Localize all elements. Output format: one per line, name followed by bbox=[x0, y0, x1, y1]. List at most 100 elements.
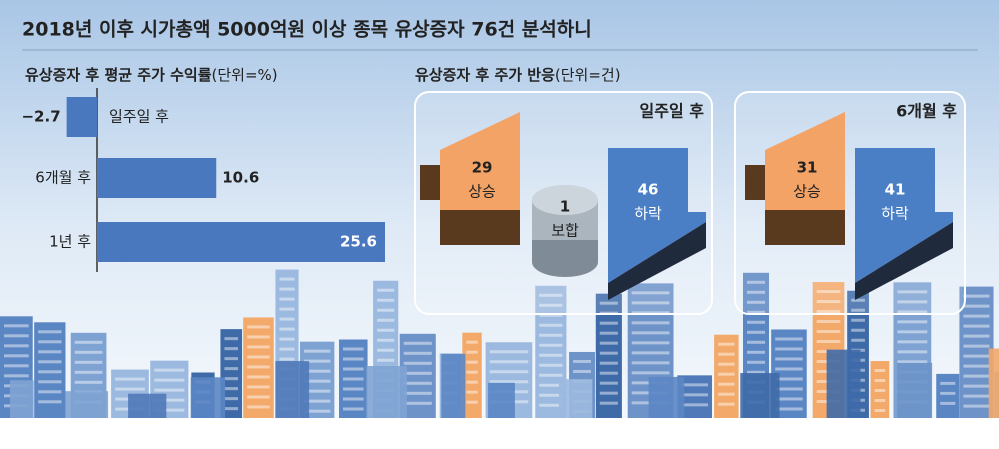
window bbox=[279, 307, 295, 311]
window bbox=[573, 369, 591, 373]
window bbox=[279, 297, 295, 301]
charts: −2.7 일주일 후 10.6 6개월 후 25.6 1년 후 일주일 후 29 상승 1 보합 46… bbox=[21, 88, 957, 300]
window bbox=[897, 350, 928, 354]
window bbox=[303, 389, 331, 393]
window bbox=[631, 301, 670, 305]
window bbox=[539, 403, 563, 407]
window bbox=[377, 298, 395, 302]
building bbox=[959, 286, 994, 418]
category-label: 보합 bbox=[551, 222, 579, 240]
window bbox=[718, 382, 735, 386]
window bbox=[303, 369, 331, 373]
window bbox=[343, 407, 364, 411]
window bbox=[377, 308, 395, 312]
window bbox=[940, 391, 956, 395]
shape-top bbox=[532, 185, 598, 215]
window bbox=[747, 350, 766, 354]
category-label: 1년 후 bbox=[49, 233, 91, 251]
window bbox=[718, 402, 735, 406]
window bbox=[4, 364, 29, 368]
window bbox=[816, 340, 841, 344]
building bbox=[826, 349, 861, 418]
window bbox=[963, 304, 990, 308]
building bbox=[243, 317, 274, 418]
window bbox=[38, 400, 62, 404]
window bbox=[963, 374, 990, 378]
value-label: 46 bbox=[638, 181, 659, 199]
window bbox=[343, 357, 364, 361]
window bbox=[599, 331, 618, 335]
bar bbox=[66, 97, 97, 137]
window bbox=[74, 350, 103, 354]
window bbox=[466, 380, 478, 384]
window bbox=[74, 370, 103, 374]
bottom-margin bbox=[0, 418, 999, 449]
window bbox=[539, 393, 563, 397]
building bbox=[936, 373, 960, 418]
window bbox=[247, 405, 270, 409]
pictogram-title: 유상증자 후 주가 반응(단위=건) bbox=[415, 66, 621, 84]
window bbox=[74, 340, 103, 344]
window bbox=[718, 362, 735, 366]
window bbox=[775, 387, 803, 391]
value-label: 1 bbox=[560, 198, 570, 216]
value-label: 41 bbox=[885, 181, 906, 199]
window bbox=[403, 361, 432, 365]
window bbox=[718, 392, 735, 396]
window bbox=[303, 399, 331, 403]
window bbox=[224, 367, 239, 371]
building bbox=[988, 348, 999, 418]
building bbox=[220, 329, 243, 418]
window bbox=[573, 359, 591, 363]
window bbox=[963, 394, 990, 398]
skyline bbox=[0, 269, 999, 418]
window bbox=[224, 397, 239, 401]
window bbox=[631, 371, 670, 375]
pict-unit: (단위=건) bbox=[555, 66, 621, 84]
window bbox=[74, 380, 103, 384]
window bbox=[816, 320, 841, 324]
window bbox=[303, 409, 331, 413]
window bbox=[897, 310, 928, 314]
building bbox=[275, 361, 310, 418]
window bbox=[539, 343, 563, 347]
window bbox=[489, 350, 529, 354]
value-label: 10.6 bbox=[222, 169, 259, 187]
window bbox=[343, 367, 364, 371]
window bbox=[816, 300, 841, 304]
window bbox=[38, 370, 62, 374]
window bbox=[377, 338, 395, 342]
window bbox=[816, 290, 841, 294]
category-label: 하락 bbox=[881, 205, 909, 223]
window bbox=[718, 352, 735, 356]
building bbox=[339, 339, 368, 418]
group-title: 6개월 후 bbox=[896, 102, 957, 121]
window bbox=[279, 327, 295, 331]
building bbox=[366, 366, 407, 418]
window bbox=[897, 300, 928, 304]
shape-side bbox=[745, 165, 765, 200]
shape-shadow bbox=[855, 222, 953, 300]
window bbox=[539, 373, 563, 377]
window bbox=[4, 334, 29, 338]
window bbox=[747, 370, 766, 374]
bar-chart-title: 유상증자 후 평균 주가 수익률(단위=%) bbox=[25, 66, 278, 84]
window bbox=[403, 401, 432, 405]
window bbox=[247, 385, 270, 389]
window bbox=[38, 360, 62, 364]
window bbox=[224, 337, 239, 341]
window bbox=[279, 357, 295, 361]
window bbox=[4, 374, 29, 378]
window bbox=[489, 370, 529, 374]
window bbox=[4, 324, 29, 328]
window bbox=[247, 335, 270, 339]
window bbox=[377, 328, 395, 332]
window bbox=[154, 388, 185, 392]
window bbox=[343, 387, 364, 391]
building bbox=[128, 393, 167, 418]
window bbox=[747, 340, 766, 344]
window bbox=[154, 398, 185, 402]
window bbox=[489, 380, 529, 384]
bar-title: 유상증자 후 평균 주가 수익률 bbox=[25, 66, 212, 84]
